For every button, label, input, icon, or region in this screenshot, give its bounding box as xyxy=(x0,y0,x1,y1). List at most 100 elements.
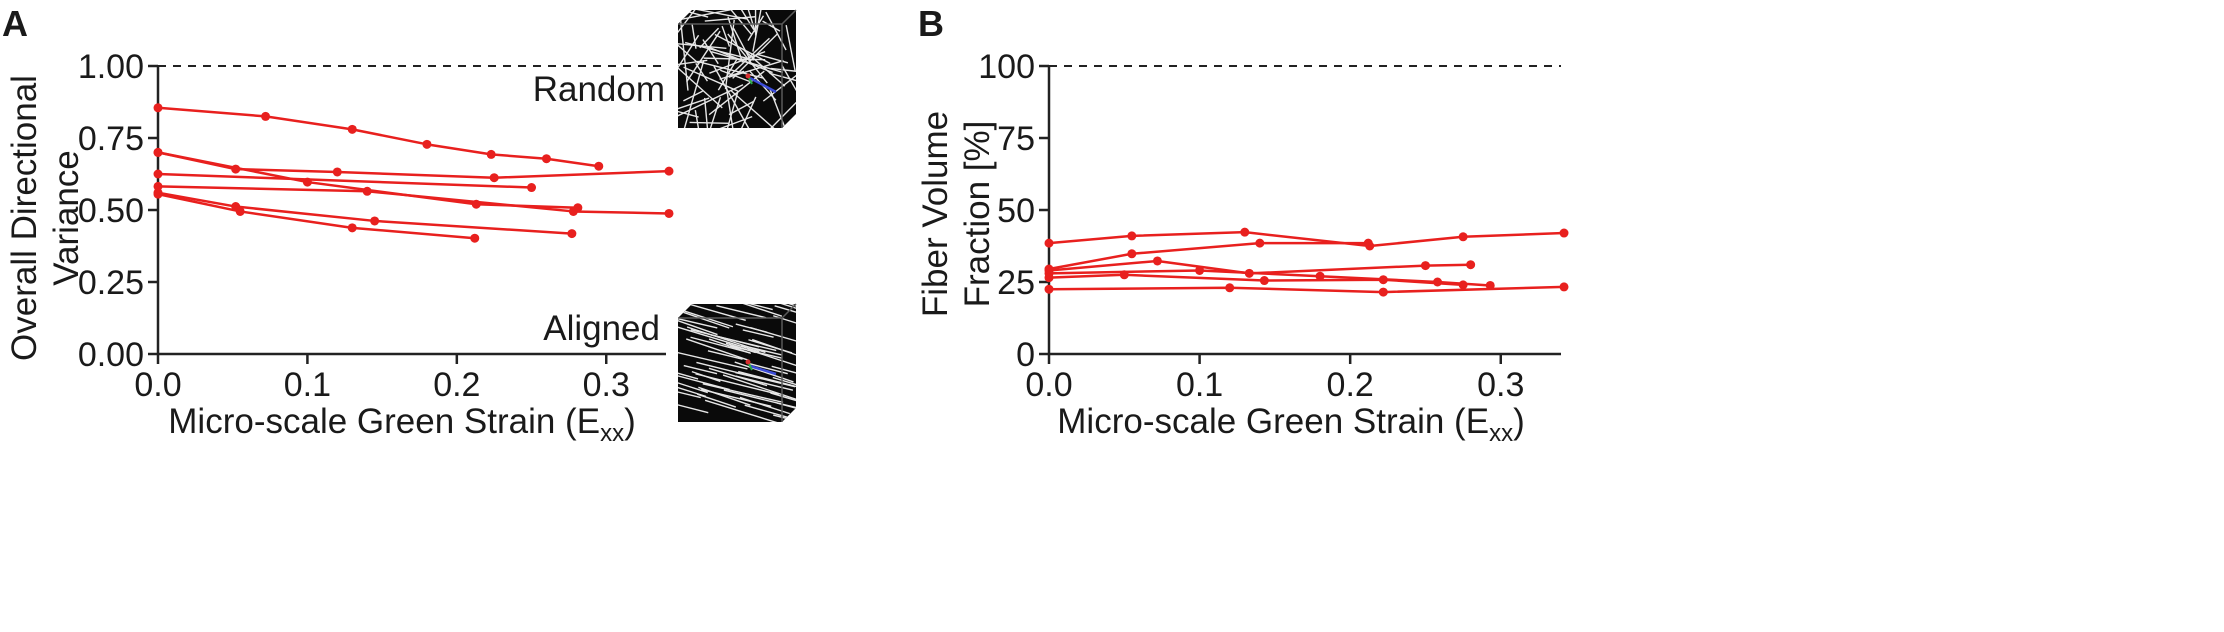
data-point xyxy=(153,169,163,179)
series-line xyxy=(157,191,572,235)
data-point xyxy=(1559,282,1569,292)
y-tick-label: 50 xyxy=(997,192,1035,230)
x-tick-label: 0.1 xyxy=(284,366,331,404)
data-point xyxy=(470,233,480,243)
data-point xyxy=(153,147,163,157)
data-point xyxy=(1240,227,1250,237)
data-point xyxy=(1127,231,1137,241)
y-tick-label: 25 xyxy=(997,264,1035,302)
series-line xyxy=(157,192,475,240)
y-tick-label: 1.00 xyxy=(78,48,144,86)
data-point xyxy=(261,111,271,121)
data-point xyxy=(1458,232,1468,242)
data-point xyxy=(664,166,674,176)
series-line xyxy=(157,185,670,215)
x-tick-label: 0.2 xyxy=(1327,366,1374,404)
data-point xyxy=(1259,276,1269,286)
x-axis-label-subscript: xx xyxy=(600,420,624,447)
data-point xyxy=(1119,270,1129,280)
axes xyxy=(1047,66,1561,356)
data-point xyxy=(1458,280,1468,290)
x-axis-label: Micro-scale Green Strain (Exx) xyxy=(168,402,635,447)
y-tick-label: 0.25 xyxy=(78,264,144,302)
data-point xyxy=(153,181,163,191)
y-ticks: 0.00 0.25 0.50 0.75 1.00 xyxy=(78,48,158,374)
series-line xyxy=(1048,230,1565,248)
data-point xyxy=(1127,249,1137,259)
y-axis-label-line2: Variance xyxy=(47,150,86,286)
y-tick-label: 0.50 xyxy=(78,192,144,230)
series-line xyxy=(1048,285,1565,294)
x-tick-label: 0.2 xyxy=(433,366,480,404)
y-tick-label: 0 xyxy=(1016,336,1035,374)
data-point xyxy=(1559,228,1569,238)
series-line xyxy=(157,151,578,209)
data-point xyxy=(567,229,577,239)
data-point xyxy=(153,103,163,113)
data-point xyxy=(1195,265,1205,275)
x-axis-label-main: Micro-scale Green Strain (E xyxy=(1057,402,1489,441)
x-axis-label-close: ) xyxy=(624,402,636,441)
data-point xyxy=(235,206,245,216)
data-point xyxy=(1255,238,1265,248)
y-axis-label-line1: Overall Directional xyxy=(5,75,44,361)
data-point xyxy=(1044,284,1054,294)
x-tick-label: 0.3 xyxy=(1477,366,1524,404)
x-tick-label: 0.0 xyxy=(134,366,181,404)
data-point xyxy=(541,154,551,164)
x-ticks: 0.0 0.1 0.2 0.3 xyxy=(134,354,630,404)
data-point xyxy=(153,189,163,199)
series-line xyxy=(1048,241,1369,271)
panel-letter-a: A xyxy=(2,3,28,44)
data-point xyxy=(370,216,380,226)
y-tick-label: 100 xyxy=(978,48,1035,86)
chart-b: 0 25 50 75 100 0.0 0.1 0.2 0.3 Fiber Volume Fra… xyxy=(916,48,1569,447)
chart-a: 0.00 0.25 0.50 0.75 1.00 0.0 0.1 0.2 0.3 Overal… xyxy=(5,9,797,447)
y-tick-label: 0.00 xyxy=(78,336,144,374)
x-tick-label: 0.0 xyxy=(1025,366,1072,404)
data-point xyxy=(347,124,357,134)
x-ticks: 0.0 0.1 0.2 0.3 xyxy=(1025,354,1524,404)
data-point xyxy=(1378,287,1388,297)
data-point xyxy=(332,167,342,177)
series-line xyxy=(1048,273,1464,287)
y-axis-label-line2: Fraction [%] xyxy=(958,121,997,308)
data-point xyxy=(1420,261,1430,271)
data-point xyxy=(1044,273,1054,283)
series-line xyxy=(157,106,599,168)
annotation-aligned: Aligned xyxy=(543,309,660,348)
data-point xyxy=(1315,271,1325,281)
data-point xyxy=(1363,238,1373,248)
data-point xyxy=(568,206,578,216)
x-tick-label: 0.1 xyxy=(1176,366,1223,404)
data-point xyxy=(527,183,537,193)
y-tick-label: 75 xyxy=(997,120,1035,158)
y-tick-label: 0.75 xyxy=(78,120,144,158)
panel-letter-b: B xyxy=(918,3,944,44)
x-axis-label: Micro-scale Green Strain (Exx) xyxy=(1057,402,1524,447)
data-point xyxy=(347,223,357,233)
data-point xyxy=(486,149,496,159)
data-point xyxy=(1044,238,1054,248)
data-point xyxy=(594,161,604,171)
data-point xyxy=(1378,275,1388,285)
x-tick-label: 0.3 xyxy=(583,366,630,404)
data-point xyxy=(422,139,432,149)
y-ticks: 0 25 50 75 100 xyxy=(978,48,1049,374)
data-point xyxy=(362,186,372,196)
annotation-random: Random xyxy=(533,70,665,109)
y-axis-label-line1: Fiber Volume xyxy=(916,111,955,317)
data-point xyxy=(489,173,499,183)
data-point xyxy=(664,208,674,218)
random-fiber-network-icon xyxy=(678,9,797,128)
data-point xyxy=(1225,283,1235,293)
x-axis-label-close: ) xyxy=(1513,402,1525,441)
series-line xyxy=(157,172,532,189)
x-axis-label-subscript: xx xyxy=(1489,420,1513,447)
data-point xyxy=(1466,260,1476,270)
x-axis-label-main: Micro-scale Green Strain (E xyxy=(168,402,600,441)
data-point xyxy=(1152,256,1162,266)
aligned-fiber-network-icon xyxy=(678,303,797,422)
series-group xyxy=(1044,227,1569,297)
